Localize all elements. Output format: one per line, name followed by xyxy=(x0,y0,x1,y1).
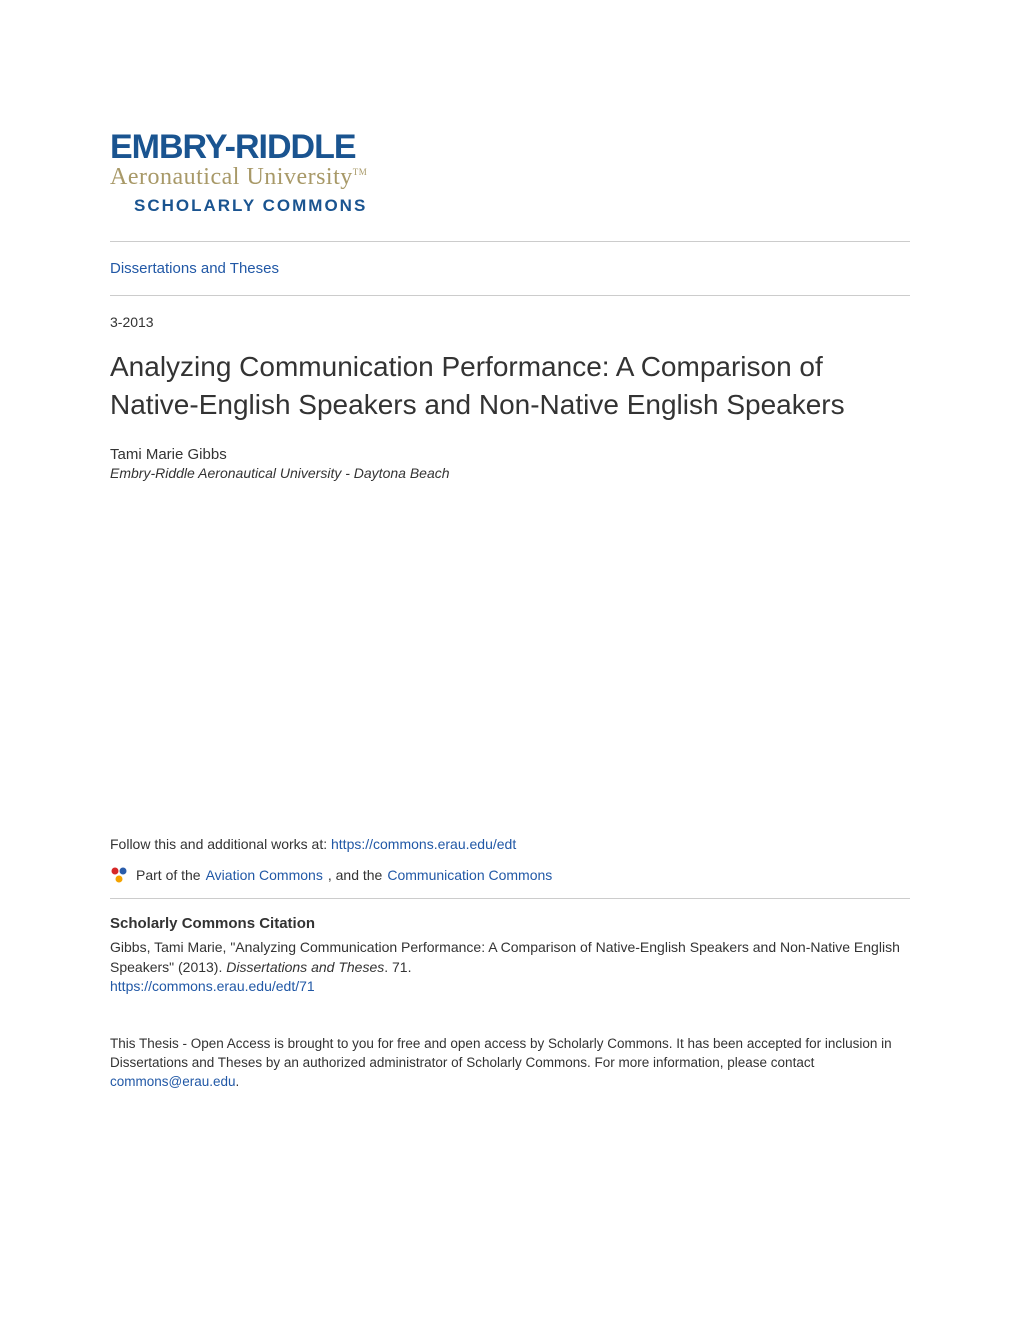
partof-link-1[interactable]: Aviation Commons xyxy=(206,867,323,883)
breadcrumb-link[interactable]: Dissertations and Theses xyxy=(110,260,279,277)
institution-logo: EMBRY-RIDDLE Aeronautical UniversityTM S… xyxy=(110,130,910,216)
logo-sub-text: Aeronautical UniversityTM xyxy=(110,164,910,190)
logo-commons-text: SCHOLARLY COMMONS xyxy=(134,196,910,216)
divider-citation xyxy=(110,898,910,899)
publication-date: 3-2013 xyxy=(110,314,910,330)
footer-before-link: This Thesis - Open Access is brought to … xyxy=(110,1036,892,1070)
part-of-section: Part of the Aviation Commons , and the C… xyxy=(110,866,910,884)
partof-middle: , and the xyxy=(328,867,383,883)
citation-permalink[interactable]: https://commons.erau.edu/edt/71 xyxy=(110,978,315,994)
partof-link-2[interactable]: Communication Commons xyxy=(387,867,552,883)
breadcrumb: Dissertations and Theses xyxy=(110,256,910,281)
logo-main-text: EMBRY-RIDDLE xyxy=(110,130,910,164)
divider-breadcrumb xyxy=(110,295,910,296)
citation-italic: Dissertations and Theses xyxy=(226,959,384,975)
author-affiliation: Embry-Riddle Aeronautical University - D… xyxy=(110,465,910,481)
author-name: Tami Marie Gibbs xyxy=(110,446,910,463)
network-icon xyxy=(110,866,128,884)
follow-section: Follow this and additional works at: htt… xyxy=(110,836,910,852)
spacer xyxy=(110,481,910,836)
citation-text: Gibbs, Tami Marie, "Analyzing Communicat… xyxy=(110,938,910,997)
citation-after-italic: . 71. xyxy=(384,959,411,975)
follow-prefix: Follow this and additional works at: xyxy=(110,836,331,852)
divider-top xyxy=(110,241,910,242)
citation-heading: Scholarly Commons Citation xyxy=(110,915,910,932)
footer-text: This Thesis - Open Access is brought to … xyxy=(110,1035,910,1092)
footer-after-link: . xyxy=(236,1074,240,1089)
document-title: Analyzing Communication Performance: A C… xyxy=(110,348,910,424)
follow-url-link[interactable]: https://commons.erau.edu/edt xyxy=(331,836,516,852)
footer-email-link[interactable]: commons@erau.edu xyxy=(110,1074,236,1089)
partof-prefix: Part of the xyxy=(136,867,201,883)
